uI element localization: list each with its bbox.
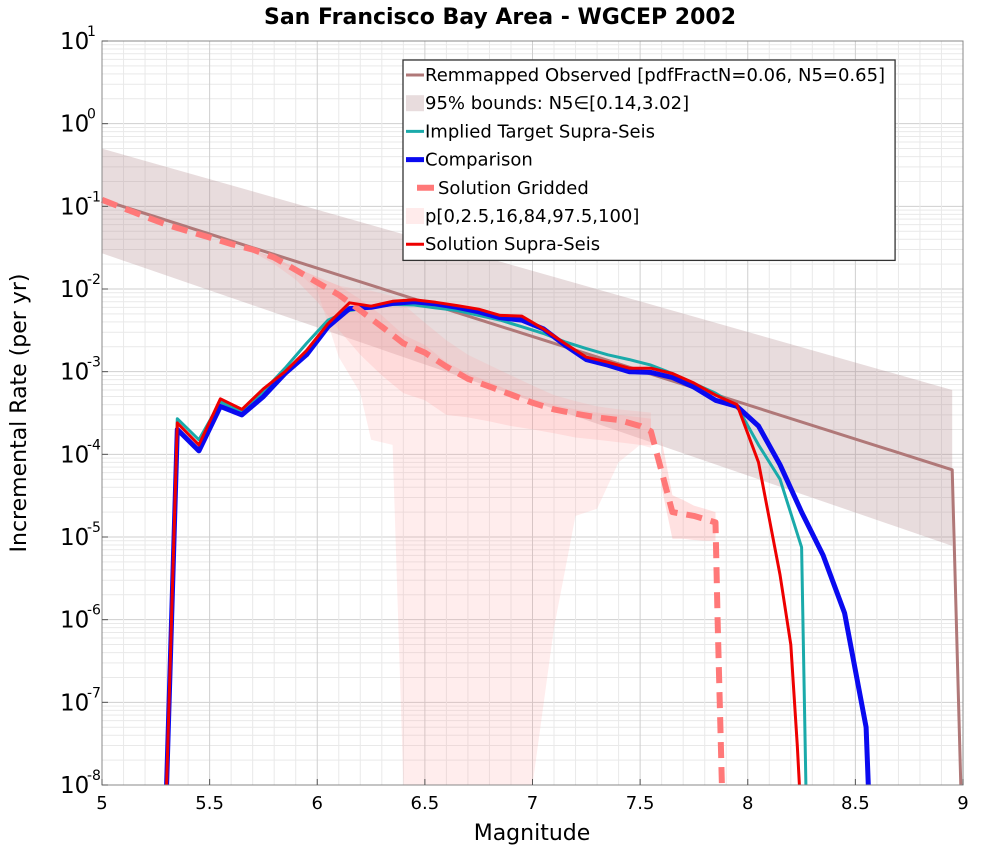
y-tick-exponent: -4 bbox=[87, 437, 101, 453]
y-tick-exponent: 0 bbox=[87, 107, 96, 123]
uncertainty-band-1-0 bbox=[102, 199, 651, 785]
y-tick-label: 10 bbox=[60, 29, 89, 55]
y-tick-exponent: 1 bbox=[87, 24, 96, 40]
series bbox=[100, 197, 963, 786]
legend-swatch-1 bbox=[406, 95, 424, 112]
legend-label-0: Remmapped Observed [pdfFractN=0.06, N5=0… bbox=[425, 65, 885, 86]
legend-label-3: Comparison bbox=[425, 150, 533, 171]
y-tick-label: 10 bbox=[60, 525, 89, 551]
x-axis-label: Magnitude bbox=[474, 821, 591, 846]
y-tick-exponent: -2 bbox=[87, 272, 101, 288]
y-tick-label: 10 bbox=[60, 360, 89, 386]
y-tick-label: 10 bbox=[60, 773, 89, 799]
series-line-2 bbox=[164, 299, 871, 786]
chart-title: San Francisco Bay Area - WGCEP 2002 bbox=[264, 5, 736, 30]
y-tick-exponent: -1 bbox=[87, 189, 101, 205]
x-tick-label: 6.5 bbox=[411, 793, 440, 814]
uncertainty-band-0-0 bbox=[102, 148, 953, 546]
legend-box bbox=[402, 59, 896, 262]
legend-label-1: 95% bounds: N5∈[0.14,3.02] bbox=[425, 93, 689, 114]
legend: Remmapped Observed [pdfFractN=0.06, N5=0… bbox=[402, 59, 896, 262]
x-tick-label: 5.5 bbox=[195, 793, 224, 814]
legend-label-6: Solution Supra-Seis bbox=[425, 234, 600, 255]
y-tick-exponent: -8 bbox=[87, 768, 101, 784]
y-tick-label: 10 bbox=[60, 690, 89, 716]
x-tick-label: 7 bbox=[527, 793, 538, 814]
series-line-3 bbox=[100, 197, 725, 786]
legend-swatch-5 bbox=[406, 208, 424, 224]
legend-label-4: Solution Gridded bbox=[438, 178, 589, 199]
y-tick-label: 10 bbox=[60, 277, 89, 303]
y-tick-exponent: -3 bbox=[87, 355, 101, 371]
x-tick-label: 8 bbox=[742, 793, 753, 814]
x-tick-label: 9 bbox=[957, 793, 968, 814]
y-tick-label: 10 bbox=[60, 194, 89, 220]
legend-label-5: p[0,2.5,16,84,97.5,100] bbox=[425, 206, 639, 227]
series-line-4 bbox=[165, 298, 801, 786]
series-line-0 bbox=[101, 198, 963, 786]
y-tick-exponent: -7 bbox=[87, 685, 101, 701]
y-tick-label: 10 bbox=[60, 442, 89, 468]
x-tick-label: 7.5 bbox=[626, 793, 655, 814]
x-tick-label: 8.5 bbox=[841, 793, 870, 814]
y-tick-label: 10 bbox=[60, 608, 89, 634]
x-axis-ticks: 5 5.5 6 6.5 7 7.5 8 8.5 9 bbox=[96, 779, 969, 814]
y-tick-exponent: -6 bbox=[87, 603, 101, 619]
y-tick-label: 10 bbox=[60, 112, 89, 138]
x-tick-label: 6 bbox=[312, 793, 323, 814]
legend-label-2: Implied Target Supra-Seis bbox=[425, 121, 655, 142]
x-tick-label: 5 bbox=[96, 793, 107, 814]
y-axis-label: Incremental Rate (per yr) bbox=[7, 274, 32, 553]
y-tick-exponent: -5 bbox=[87, 520, 101, 536]
